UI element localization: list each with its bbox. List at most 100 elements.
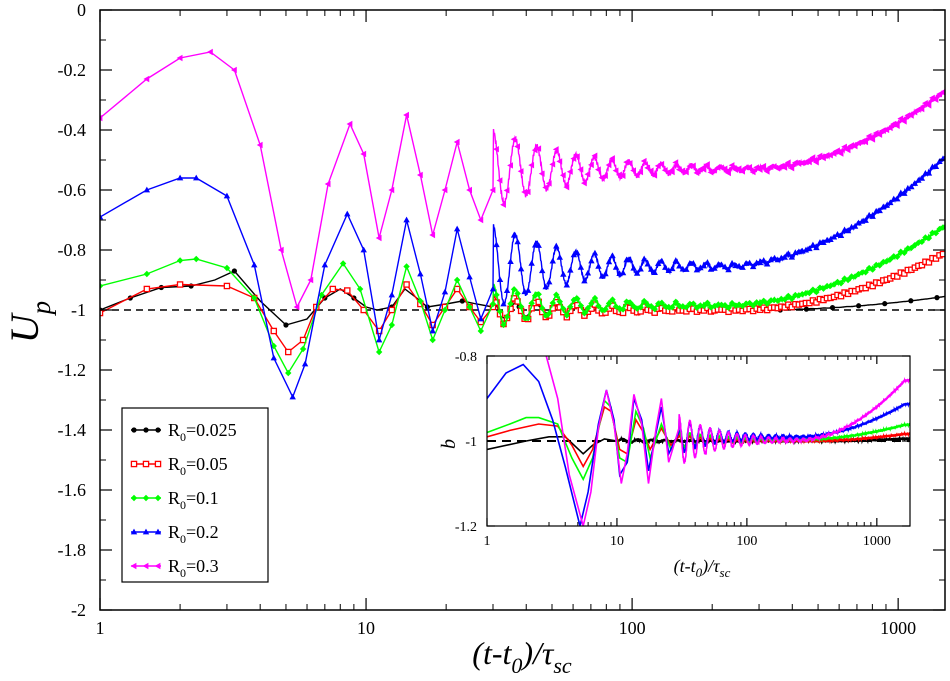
main-marker-3	[655, 260, 662, 267]
inset-axes-ticks: 1 10 100 1000 -0.8 -1 -1.2	[455, 350, 910, 549]
main-marker-3	[813, 244, 820, 251]
main-marker-4	[612, 167, 619, 174]
main-marker-3	[876, 207, 883, 214]
main-marker-2	[690, 300, 697, 307]
main-marker-2	[904, 245, 912, 252]
main-marker-1	[270, 327, 278, 335]
main-x-tick-label: 10	[357, 618, 375, 638]
main-marker-3	[598, 272, 606, 279]
main-marker-3	[453, 225, 461, 232]
main-marker-2	[714, 301, 722, 309]
main-marker-2	[510, 286, 518, 293]
main-marker-3	[605, 258, 613, 265]
main-marker-4	[556, 158, 563, 165]
inset-x-axis-title-main: (t-t	[674, 556, 697, 577]
main-x-tick-label: 1	[96, 618, 105, 638]
legend-marker	[154, 460, 162, 468]
main-marker-2	[658, 299, 665, 307]
main-y-axis-title-main: U	[2, 311, 47, 343]
main-marker-3	[619, 269, 627, 276]
legend-marker	[142, 460, 150, 468]
main-marker-4	[693, 169, 700, 177]
inset-x-tick-label: 10	[610, 534, 624, 549]
main-marker-3	[640, 255, 648, 262]
main-x-axis-title-main: (t-t	[472, 635, 512, 671]
main-marker-2	[858, 269, 866, 276]
main-marker-3	[556, 253, 563, 260]
main-marker-4	[742, 164, 749, 171]
main-marker-4	[830, 150, 837, 157]
main-marker-4	[277, 246, 284, 254]
main-marker-4	[517, 168, 524, 175]
main-marker-4	[732, 166, 738, 173]
main-marker-3	[595, 263, 602, 269]
main-y-tick-label: -0.2	[58, 60, 87, 80]
main-marker-4	[672, 159, 679, 166]
main-marker-2	[441, 306, 449, 314]
legend-entry-rest: =0.3	[186, 556, 219, 576]
main-marker-3	[574, 249, 581, 256]
main-y-tick-label: -0.6	[58, 180, 87, 200]
main-marker-4	[718, 164, 724, 171]
main-marker-2	[542, 312, 549, 319]
main-marker-4	[602, 172, 608, 180]
main-marker-3	[704, 259, 711, 265]
main-marker-4	[570, 155, 577, 162]
main-marker-2	[735, 301, 743, 308]
main-marker-4	[767, 163, 774, 171]
main-marker-4	[507, 162, 513, 169]
main-marker-3	[862, 217, 869, 223]
main-marker-3	[869, 213, 876, 219]
legend-entry-main: R	[168, 556, 180, 576]
legend-marker	[154, 562, 161, 570]
main-marker-4	[689, 162, 696, 169]
main-marker-4	[207, 48, 213, 56]
main-y-tick-label: -0.4	[58, 120, 87, 140]
main-marker-0	[829, 305, 836, 311]
legend-marker	[142, 494, 150, 502]
main-x-axis-title-mid: )/τ	[520, 635, 555, 671]
main-axes-ticks: 1 10 100 10000-0.2-0.4-0.6-0.8-1-1.2-1.4-1.…	[58, 0, 945, 638]
main-marker-4	[668, 168, 675, 176]
main-marker-1	[176, 281, 184, 288]
main-marker-2	[760, 297, 767, 304]
main-marker-1	[894, 273, 901, 280]
main-marker-3	[901, 190, 908, 196]
main-marker-4	[644, 164, 651, 172]
main-marker-4	[293, 303, 300, 311]
main-marker-4	[820, 154, 826, 162]
main-marker-4	[176, 54, 183, 62]
main-marker-3	[756, 259, 764, 266]
main-marker-4	[441, 186, 448, 194]
main-marker-4	[403, 111, 409, 119]
main-marker-2	[299, 345, 307, 353]
main-marker-2	[517, 303, 525, 310]
main-marker-4	[791, 159, 798, 166]
main-marker-4	[573, 153, 580, 160]
main-marker-1	[344, 287, 351, 294]
main-marker-4	[637, 168, 644, 176]
main-marker-4	[725, 169, 731, 177]
main-marker-2	[876, 262, 883, 269]
main-marker-2	[823, 283, 831, 290]
main-marker-2	[417, 297, 424, 305]
main-marker-3	[591, 249, 599, 256]
main-marker-2	[918, 238, 926, 246]
main-marker-2	[524, 314, 532, 322]
main-marker-2	[651, 305, 658, 313]
main-marker-3	[441, 288, 449, 295]
main-marker-0	[283, 322, 289, 328]
main-marker-4	[429, 231, 436, 239]
main-marker-2	[477, 327, 485, 335]
main-marker-4	[707, 169, 714, 176]
main-marker-4	[865, 132, 872, 140]
main-marker-4	[549, 161, 556, 168]
main-marker-2	[704, 299, 711, 306]
main-marker-4	[784, 159, 791, 166]
main-marker-4	[626, 160, 633, 167]
main-marker-4	[623, 158, 629, 166]
main-marker-4	[837, 150, 844, 157]
main-marker-2	[792, 291, 799, 299]
main-marker-3	[785, 250, 792, 257]
main-marker-4	[230, 66, 237, 74]
